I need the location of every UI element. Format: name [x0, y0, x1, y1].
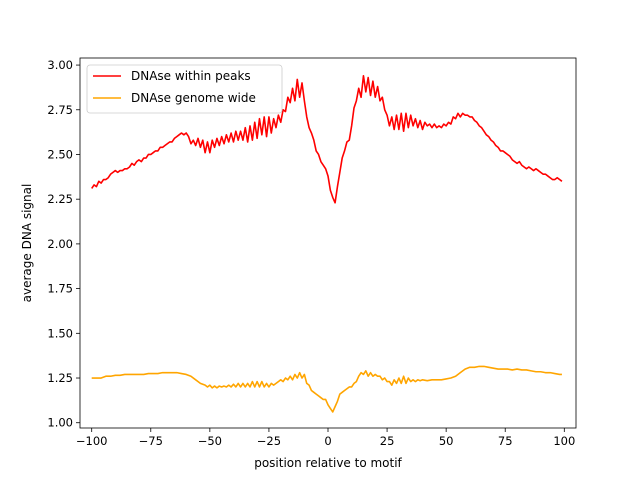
series-line-0: [91, 74, 563, 204]
x-tick-label: 100: [553, 434, 575, 448]
y-tick-label: 1.25: [47, 371, 73, 385]
legend-label-genome-wide: DNAse genome wide: [131, 91, 256, 105]
y-tick-label: 1.75: [47, 282, 73, 296]
y-axis-label: average DNA signal: [20, 184, 34, 303]
series-layer: [91, 74, 563, 413]
y-tick-label: 2.00: [47, 237, 73, 251]
y-tick-label: 3.00: [47, 58, 73, 72]
x-axis: −100 −75 −50 −25 0 25 50 75 100: [76, 428, 575, 448]
y-tick-label: 2.75: [47, 103, 73, 117]
x-tick-label: 75: [498, 434, 513, 448]
x-tick-label: −50: [198, 434, 222, 448]
x-tick-label: −25: [257, 434, 281, 448]
y-tick-label: 2.50: [47, 147, 73, 161]
y-tick-label: 1.00: [47, 416, 73, 430]
x-tick-label: 50: [439, 434, 454, 448]
x-tick-label: −75: [139, 434, 163, 448]
plot-area: [80, 58, 576, 428]
y-axis: 1.00 1.25 1.50 1.75 2.00 2.25 2.50 2.75 3.00: [47, 58, 80, 430]
series-line-1: [91, 365, 562, 413]
x-tick-label: 25: [380, 434, 395, 448]
x-tick-label: 0: [324, 434, 331, 448]
x-tick-label: −100: [76, 434, 108, 448]
legend: DNAse within peaks DNAse genome wide: [86, 64, 283, 114]
x-axis-label: position relative to motif: [254, 456, 402, 470]
legend-box: [86, 64, 283, 114]
legend-label-within-peaks: DNAse within peaks: [131, 69, 251, 83]
y-tick-label: 1.50: [47, 326, 73, 340]
y-tick-label: 2.25: [47, 192, 73, 206]
